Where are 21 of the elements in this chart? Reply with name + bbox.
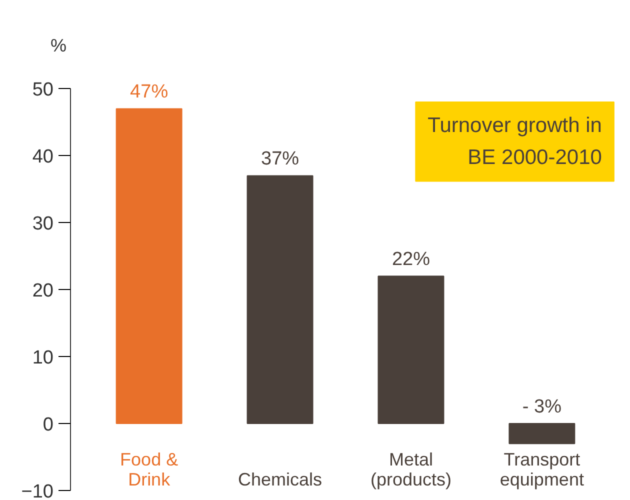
y-tick-label: −10: [21, 482, 54, 500]
x-tick-label: Food & Drink: [120, 450, 178, 490]
y-axis-title: %: [50, 36, 67, 56]
data-label: 22%: [392, 249, 430, 270]
y-tick-label: 0: [42, 414, 54, 436]
y-tick-label: 30: [32, 214, 54, 235]
data-label: - 3%: [522, 396, 562, 418]
annotation: Turnover growth in BE 2000-2010: [428, 114, 602, 170]
y-tick-label: 20: [32, 280, 54, 302]
bar: [246, 175, 314, 424]
data-label: 47%: [130, 82, 168, 103]
bar: [508, 423, 576, 444]
y-tick-label: 10: [32, 348, 54, 369]
bar: [116, 108, 182, 424]
x-tick-label: Chemicals: [238, 470, 322, 490]
x-tick-label: Transport equipment: [500, 450, 584, 490]
x-tick-label: Metal (products): [370, 450, 452, 490]
y-tick-label: 40: [32, 146, 54, 168]
y-tick-label: 50: [32, 80, 54, 101]
bar: [378, 276, 444, 424]
data-label: 37%: [261, 148, 300, 170]
